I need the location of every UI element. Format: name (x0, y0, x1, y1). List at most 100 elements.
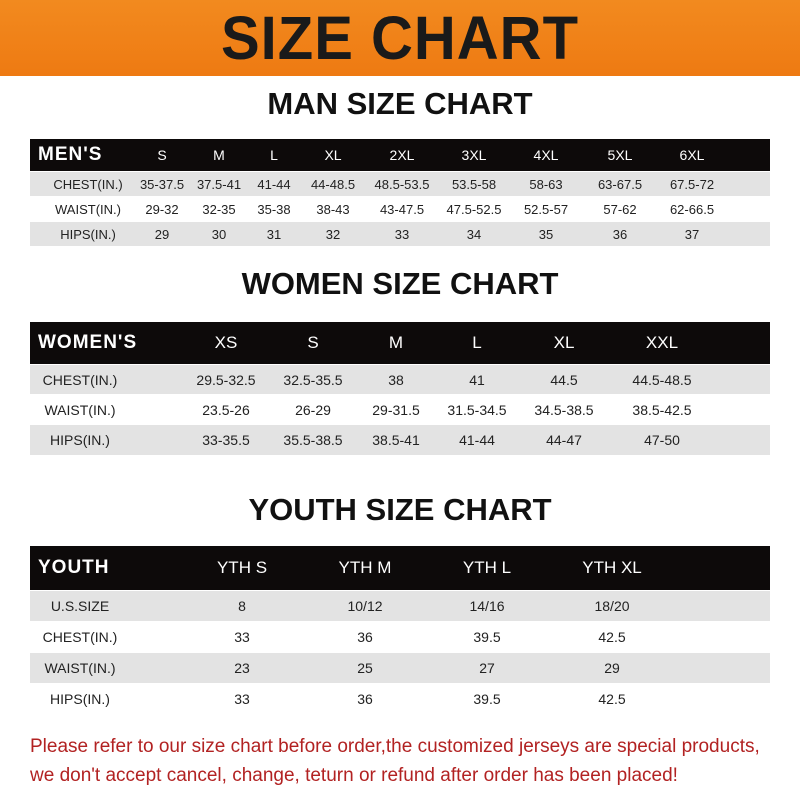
size-header: 2XL (389, 147, 415, 163)
table-cell: 31 (266, 226, 282, 242)
table-cell: 38 (388, 371, 404, 388)
table-cell: 29-32 (145, 201, 179, 217)
row-label: WAIST(IN.) (55, 201, 121, 217)
table-cell: 36 (357, 629, 373, 645)
table-cell: 41 (469, 371, 485, 388)
size-header: M (388, 333, 404, 352)
table-cell: 47.5-52.5 (446, 201, 502, 217)
size-header: L (472, 333, 482, 352)
table-cell: 8 (238, 598, 246, 614)
size-header: S (307, 333, 319, 352)
table-row: CHEST(IN.) 35-37.5 37.5-41 41-44 44-48.5 48.5… (30, 172, 770, 196)
table-cell: 35-37.5 (139, 176, 185, 192)
table-row: WAIST(IN.) 29-32 32-35 35-38 38-43 43-47.5 47.… (30, 197, 770, 221)
table-cell: 41-44 (257, 176, 291, 192)
table-cell: 44-47 (546, 432, 582, 448)
size-header: L (270, 147, 278, 163)
table-cell: 23.5-26 (202, 401, 250, 418)
row-label: CHEST(IN.) (42, 629, 118, 645)
table-cell: 33 (234, 629, 250, 645)
size-header: 6XL (679, 147, 705, 163)
table-cell: 10/12 (347, 598, 383, 614)
table-header-row: WOMEN'S XS S M L XL XXL (30, 322, 770, 364)
table-cell: 62-66.5 (669, 201, 715, 217)
table-cell: 27 (479, 660, 495, 676)
table-cell: 33 (394, 226, 410, 242)
banner: SIZE CHART (0, 0, 800, 76)
youth-title: YOUTH SIZE CHART (248, 492, 552, 527)
table-cell: 53.5-58 (451, 176, 497, 192)
table-cell: 33-35.5 (202, 432, 250, 448)
row-label: HIPS(IN.) (60, 226, 116, 242)
table-cell: 38.5-42.5 (632, 401, 692, 418)
table-cell: 43-47.5 (379, 201, 425, 217)
table-header-label: MEN'S (38, 144, 103, 165)
table-cell: 34.5-38.5 (534, 401, 594, 418)
size-header: YTH M (338, 558, 392, 577)
table-cell: 30 (211, 226, 227, 242)
size-header: YTH XL (582, 558, 642, 577)
row-label: CHEST(IN.) (42, 371, 118, 388)
table-cell: 35.5-38.5 (283, 432, 343, 448)
table-cell: 44.5 (550, 371, 578, 388)
table-cell: 39.5 (473, 629, 501, 645)
size-header: XL (324, 147, 342, 163)
table-cell: 29-31.5 (372, 401, 420, 418)
row-label: CHEST(IN.) (53, 176, 123, 192)
table-cell: 48.5-53.5 (374, 176, 430, 192)
table-row: HIPS(IN.) 33 36 39.5 42.5 (30, 684, 770, 714)
table-row: CHEST(IN.) 33 36 39.5 42.5 (30, 622, 770, 652)
table-row: HIPS(IN.) 29 30 31 32 33 34 35 36 37 (30, 222, 770, 246)
table-cell: 36 (612, 226, 628, 242)
women-size-table: WOMEN'S XS S M L XL XXL CHEST(IN.) 29.5-32.5 32.5… (30, 322, 770, 455)
table-row: U.S.SIZE 8 10/12 14/16 18/20 (30, 591, 770, 621)
table-header-row: MEN'S S M L XL 2XL 3XL 4XL 5XL 6XL (30, 139, 770, 171)
row-label: WAIST(IN.) (44, 660, 116, 676)
table-cell: 42.5 (598, 691, 626, 707)
row-label: WAIST(IN.) (44, 401, 116, 418)
table-cell: 37 (684, 226, 700, 242)
table-cell: 36 (357, 691, 373, 707)
size-header: 3XL (461, 147, 487, 163)
table-cell: 23 (234, 660, 250, 676)
table-cell: 35 (538, 226, 554, 242)
men-title: MAN SIZE CHART (267, 86, 533, 121)
table-row: WAIST(IN.) 23.5-26 26-29 29-31.5 31.5-34.5 34… (30, 395, 770, 424)
table-cell: 14/16 (469, 598, 505, 614)
size-header: YTH S (216, 558, 268, 577)
table-cell: 38.5-41 (372, 432, 420, 448)
table-cell: 29 (604, 660, 620, 676)
table-cell: 47-50 (644, 432, 680, 448)
row-label: U.S.SIZE (50, 598, 110, 614)
table-cell: 39.5 (473, 691, 501, 707)
table-cell: 32 (325, 226, 341, 242)
table-cell: 38-43 (316, 201, 350, 217)
table-cell: 44.5-48.5 (632, 371, 692, 388)
table-header-label: YOUTH (38, 557, 110, 578)
youth-size-table: YOUTH YTH S YTH M YTH L YTH XL U.S.SIZE 8 10/12… (30, 546, 770, 714)
table-cell: 33 (234, 691, 250, 707)
table-cell: 25 (357, 660, 373, 676)
table-cell: 67.5-72 (669, 176, 715, 192)
table-cell: 34 (466, 226, 482, 242)
size-header: YTH L (462, 558, 512, 577)
size-header: XXL (645, 333, 679, 352)
table-cell: 44-48.5 (310, 176, 356, 192)
table-cell: 35-38 (257, 201, 291, 217)
table-cell: 26-29 (295, 401, 331, 418)
women-title: WOMEN SIZE CHART (241, 266, 559, 301)
notice-line-1: Please refer to our size chart before or… (30, 736, 760, 757)
size-header: XS (214, 333, 238, 352)
table-cell: 37.5-41 (196, 176, 242, 192)
row-label: HIPS(IN.) (50, 691, 110, 707)
table-cell: 18/20 (594, 598, 630, 614)
notice-line-2: we don't accept cancel, change, teturn o… (30, 765, 678, 786)
table-row: CHEST(IN.) 29.5-32.5 32.5-35.5 38 41 44.5 44.5… (30, 365, 770, 394)
table-cell: 58-63 (529, 176, 563, 192)
table-cell: 31.5-34.5 (447, 401, 507, 418)
size-header: XL (553, 333, 575, 352)
table-cell: 57-62 (603, 201, 637, 217)
table-cell: 41-44 (459, 432, 495, 448)
table-row: WAIST(IN.) 23 25 27 29 (30, 653, 770, 683)
men-size-table: MEN'S S M L XL 2XL 3XL 4XL 5XL 6XL CHEST(IN.) 35-37… (30, 139, 770, 246)
